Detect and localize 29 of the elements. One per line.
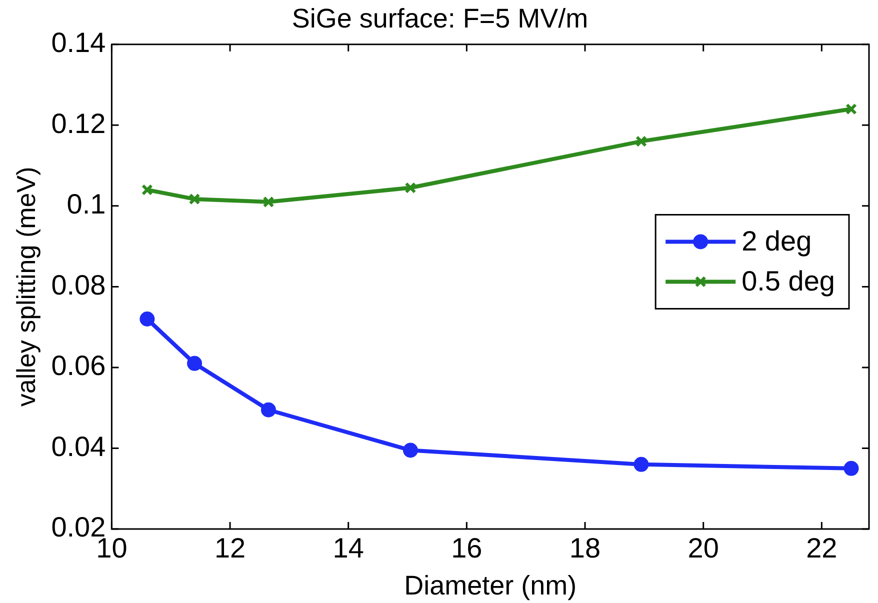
point: [846, 103, 857, 115]
point: [262, 196, 274, 208]
y-axis-title: valley splitting (meV): [10, 166, 41, 407]
y-tick-label: 0.04: [51, 430, 106, 462]
y-tick-label: 0.06: [51, 350, 106, 382]
y-tick-label: 0.14: [51, 27, 106, 58]
legend-label: 0.5 deg: [742, 265, 835, 296]
y-tick-label: 0.08: [51, 269, 106, 300]
x-tick-label: 22: [806, 532, 838, 564]
point: [634, 456, 649, 472]
legend-label: 2 deg: [742, 225, 812, 256]
y-tick-label: 0.12: [51, 108, 106, 139]
x-axis-title: Diameter (nm): [404, 570, 577, 600]
point: [187, 356, 202, 371]
point: [402, 442, 418, 458]
point: [635, 136, 647, 148]
x-tick-label: 12: [214, 532, 246, 564]
point: [140, 312, 155, 327]
x-tick-label: 20: [688, 532, 719, 564]
point: [260, 402, 276, 418]
x-tick-label: 16: [451, 532, 482, 564]
point: [404, 182, 416, 194]
point: [141, 184, 153, 196]
chart-title: SiGe surface: F=5 MV/m: [292, 4, 588, 34]
point: [188, 193, 200, 205]
x-tick-label: 18: [569, 532, 601, 564]
point: [844, 460, 859, 476]
y-tick-label: 0.1: [66, 188, 106, 220]
x-tick-label: 14: [332, 532, 364, 564]
